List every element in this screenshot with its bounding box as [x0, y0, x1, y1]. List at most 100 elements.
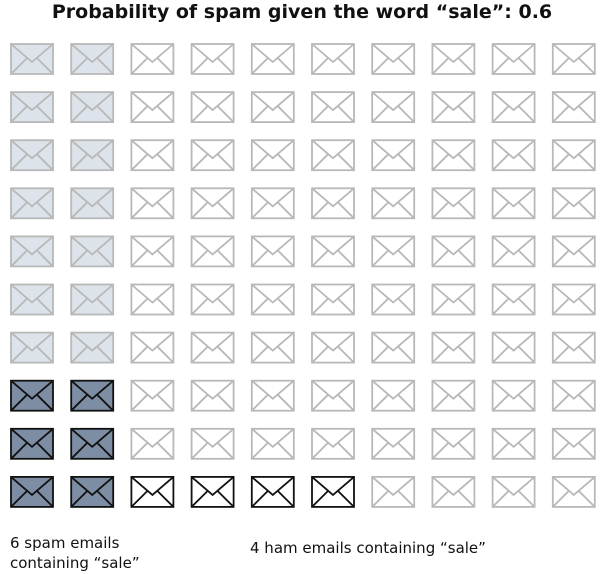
- ham-envelope-icon: [431, 283, 476, 316]
- ham-envelope-icon: [311, 187, 355, 220]
- ham-envelope-icon: [311, 235, 355, 268]
- ham-envelope-icon: [371, 331, 416, 364]
- ham-sale-envelope-icon: [311, 475, 355, 508]
- ham-envelope-icon: [371, 475, 416, 508]
- ham-envelope-icon: [311, 43, 355, 75]
- ham-envelope-icon: [130, 187, 175, 220]
- ham-envelope-icon: [431, 379, 476, 412]
- ham-envelope-icon: [311, 139, 355, 172]
- ham-envelope-icon: [190, 139, 235, 172]
- ham-envelope-icon: [130, 427, 175, 460]
- ham-envelope-icon: [551, 187, 596, 220]
- spam-caption: 6 spam emails containing “sale”: [10, 534, 140, 572]
- spam-envelope-icon: [70, 43, 115, 75]
- spam-envelope-icon: [10, 91, 54, 123]
- spam-envelope-icon: [70, 139, 115, 172]
- ham-envelope-icon: [491, 331, 536, 364]
- ham-envelope-icon: [311, 379, 355, 412]
- ham-envelope-icon: [130, 91, 175, 123]
- page-title: Probability of spam given the word “sale…: [51, 1, 553, 23]
- spam-envelope-icon: [10, 235, 54, 268]
- spam-envelope-icon: [70, 331, 115, 364]
- ham-envelope-icon: [250, 379, 295, 412]
- ham-envelope-icon: [190, 379, 235, 412]
- spam-envelope-icon: [10, 43, 54, 75]
- ham-envelope-icon: [250, 139, 295, 172]
- ham-envelope-icon: [551, 283, 596, 316]
- ham-envelope-icon: [491, 283, 536, 316]
- spam-sale-envelope-icon: [10, 379, 54, 412]
- ham-envelope-icon: [431, 235, 476, 268]
- ham-envelope-icon: [190, 235, 235, 268]
- ham-sale-envelope-icon: [130, 475, 175, 508]
- ham-sale-envelope-icon: [190, 475, 235, 508]
- ham-envelope-icon: [551, 139, 596, 172]
- spam-sale-envelope-icon: [70, 379, 115, 412]
- spam-envelope-icon: [70, 91, 115, 123]
- ham-envelope-icon: [250, 91, 295, 123]
- ham-envelope-icon: [371, 91, 416, 123]
- ham-envelope-icon: [431, 427, 476, 460]
- ham-envelope-icon: [190, 283, 235, 316]
- ham-envelope-icon: [491, 235, 536, 268]
- ham-envelope-icon: [371, 379, 416, 412]
- spam-envelope-icon: [10, 283, 54, 316]
- ham-envelope-icon: [371, 43, 416, 75]
- spam-sale-envelope-icon: [70, 427, 115, 460]
- ham-envelope-icon: [551, 427, 596, 460]
- ham-envelope-icon: [491, 139, 536, 172]
- ham-envelope-icon: [250, 283, 295, 316]
- ham-envelope-icon: [130, 139, 175, 172]
- ham-envelope-icon: [311, 91, 355, 123]
- ham-envelope-icon: [491, 379, 536, 412]
- ham-envelope-icon: [431, 139, 476, 172]
- ham-envelope-icon: [431, 331, 476, 364]
- ham-envelope-icon: [250, 43, 295, 75]
- ham-envelope-icon: [130, 331, 175, 364]
- ham-envelope-icon: [371, 139, 416, 172]
- spam-envelope-icon: [10, 331, 54, 364]
- ham-envelope-icon: [311, 331, 355, 364]
- ham-envelope-icon: [491, 475, 536, 508]
- ham-envelope-icon: [250, 331, 295, 364]
- spam-envelope-icon: [10, 187, 54, 220]
- ham-envelope-icon: [551, 331, 596, 364]
- ham-envelope-icon: [130, 43, 175, 75]
- ham-sale-envelope-icon: [250, 475, 295, 508]
- ham-envelope-icon: [491, 187, 536, 220]
- ham-envelope-icon: [371, 283, 416, 316]
- ham-envelope-icon: [190, 43, 235, 75]
- ham-envelope-icon: [190, 91, 235, 123]
- ham-caption: 4 ham emails containing “sale”: [250, 539, 486, 557]
- spam-envelope-icon: [70, 187, 115, 220]
- ham-envelope-icon: [250, 427, 295, 460]
- ham-envelope-icon: [190, 427, 235, 460]
- ham-envelope-icon: [311, 283, 355, 316]
- ham-envelope-icon: [130, 235, 175, 268]
- ham-envelope-icon: [371, 235, 416, 268]
- spam-sale-envelope-icon: [10, 427, 54, 460]
- ham-envelope-icon: [130, 283, 175, 316]
- ham-envelope-icon: [311, 427, 355, 460]
- ham-envelope-icon: [431, 187, 476, 220]
- ham-envelope-icon: [551, 475, 596, 508]
- spam-sale-envelope-icon: [70, 475, 115, 508]
- ham-envelope-icon: [190, 187, 235, 220]
- spam-sale-envelope-icon: [10, 475, 54, 508]
- ham-envelope-icon: [371, 187, 416, 220]
- ham-envelope-icon: [491, 427, 536, 460]
- ham-envelope-icon: [551, 235, 596, 268]
- ham-envelope-icon: [431, 475, 476, 508]
- ham-envelope-icon: [250, 187, 295, 220]
- ham-envelope-icon: [130, 379, 175, 412]
- ham-envelope-icon: [190, 331, 235, 364]
- ham-envelope-icon: [491, 91, 536, 123]
- spam-envelope-icon: [70, 235, 115, 268]
- ham-envelope-icon: [551, 91, 596, 123]
- ham-envelope-icon: [491, 43, 536, 75]
- ham-envelope-icon: [551, 43, 596, 75]
- ham-envelope-icon: [431, 43, 476, 75]
- ham-envelope-icon: [431, 91, 476, 123]
- spam-envelope-icon: [10, 139, 54, 172]
